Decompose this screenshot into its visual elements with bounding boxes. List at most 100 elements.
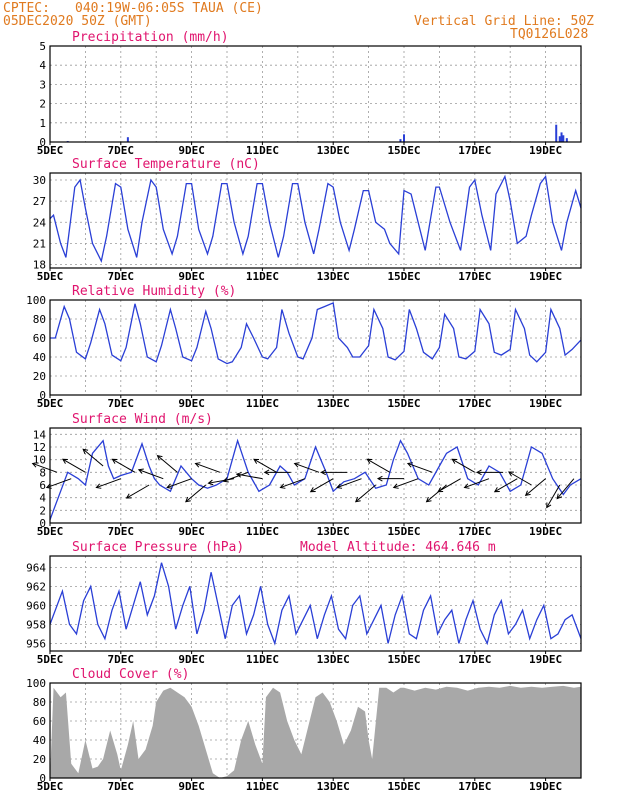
y-tick-label: 5 [39,40,46,53]
rh-title: Relative Humidity (%) [72,284,236,299]
wind-title: Surface Wind (m/s) [72,412,213,427]
x-tick-label: 9DEC [178,525,205,538]
wind-line [49,438,582,521]
x-tick-label: 11DEC [246,144,279,157]
y-tick-label: 960 [26,599,46,612]
precip-frame [49,45,582,143]
x-tick-label: 5DEC [37,144,64,157]
wind-arrow [336,478,362,489]
wind-arrow [392,478,419,489]
x-tick-label: 5DEC [37,270,64,283]
x-tick-label: 15DEC [387,270,420,283]
y-tick-label: 21 [33,237,46,250]
wind-arrow [451,458,476,473]
y-tick-label: 60 [33,715,46,728]
y-tick-label: 100 [26,677,46,690]
wind-arrow [111,458,136,473]
precip-title: Precipitation (mm/h) [72,30,229,45]
y-tick-label: 20 [33,753,46,766]
y-tick-label: 6 [39,479,46,492]
wind-arrow [156,454,178,473]
x-tick-label: 13DEC [317,144,350,157]
precip-bar [558,136,561,142]
y-tick-label: 12 [33,441,46,454]
x-tick-label: 13DEC [317,270,350,283]
wind-arrow [425,484,447,503]
wind-arrow [137,468,164,480]
y-tick-label: 4 [39,492,46,505]
x-tick-label: 17DEC [458,397,491,410]
y-tick-label: 3 [39,78,46,91]
x-tick-label: 17DEC [458,653,491,666]
x-tick-label: 7DEC [108,525,135,538]
cloud-title: Cloud Cover (%) [72,667,189,682]
x-tick-label: 19DEC [529,144,562,157]
y-tick-label: 18 [33,258,46,271]
wind-frame [49,427,582,524]
y-tick-label: 0 [39,389,46,402]
wind-arrow [406,462,433,473]
x-tick-label: 7DEC [108,270,135,283]
pressure-panel: 956 958 960 962 964 5DEC 7DEC 9DEC 11DEC 13DEC 15D… [26,540,582,666]
x-tick-label: 19DEC [529,270,562,283]
x-tick-label: 17DEC [458,525,491,538]
rh-panel: 0 20 40 60 80 100 5DEC 7DEC 9DEC 11DEC 13DEC 15DEC 1… [26,284,582,410]
y-tick-label: 80 [33,313,46,326]
y-tick-label: 2 [39,98,46,111]
x-tick-label: 13DEC [317,780,350,793]
temp-line [49,174,582,263]
x-tick-label: 13DEC [317,397,350,410]
wind-arrow [508,471,532,486]
pressure-frame [49,555,582,652]
wind-arrow [376,475,404,482]
temp-panel: 18 21 24 27 30 5DEC 7DEC 9DEC 11DEC 13DEC 15DEC 17D… [33,157,582,283]
wind-arrow [95,478,121,489]
x-tick-label: 17DEC [458,144,491,157]
x-tick-label: 19DEC [529,780,562,793]
wind-arrow [82,448,104,467]
x-tick-label: 15DEC [387,397,420,410]
header-code: TQ0126L028 [510,27,588,42]
x-tick-label: 7DEC [108,397,135,410]
x-tick-label: 5DEC [37,780,64,793]
y-tick-label: 962 [26,580,46,593]
pressure-subtitle: Model Altitude: 464.646 m [300,540,496,555]
y-tick-label: 956 [26,637,46,650]
x-tick-label: 19DEC [529,525,562,538]
wind-arrow [194,462,221,473]
header-date: 05DEC2020 50Z (GMT) [3,14,152,29]
y-tick-label: 958 [26,618,46,631]
y-tick-label: 20 [33,370,46,383]
x-tick-label: 7DEC [108,144,135,157]
wind-arrow [253,458,277,473]
x-tick-label: 13DEC [317,525,350,538]
precip-bar [565,138,568,142]
y-tick-label: 30 [33,174,46,187]
x-tick-label: 17DEC [458,270,491,283]
pressure-title: Surface Pressure (hPa) [72,540,244,555]
x-tick-label: 5DEC [37,525,64,538]
x-tick-label: 11DEC [246,780,279,793]
wind-arrow [279,478,306,489]
x-tick-label: 5DEC [37,653,64,666]
y-tick-label: 100 [26,294,46,307]
wind-arrow [235,472,263,480]
x-tick-label: 9DEC [178,653,205,666]
wind-arrow [556,478,575,500]
y-tick-label: 14 [33,428,47,441]
x-tick-label: 17DEC [458,780,491,793]
y-tick-label: 964 [26,561,46,574]
x-tick-label: 11DEC [246,270,279,283]
wind-arrow [493,478,518,493]
x-tick-label: 11DEC [246,653,279,666]
wind-arrow [366,458,391,473]
wind-arrow [61,458,86,473]
y-tick-label: 27 [33,195,46,208]
x-tick-label: 9DEC [178,144,205,157]
header-location: 040:19W-06:05S TAUA (CE) [75,1,263,16]
y-tick-label: 4 [39,59,46,72]
cloud-panel: 0 20 40 60 80 100 5DEC 7DEC 9DEC 11DEC 13DEC 15DEC 1… [26,667,582,793]
y-tick-label: 8 [39,466,46,479]
wind-arrow [293,462,320,473]
